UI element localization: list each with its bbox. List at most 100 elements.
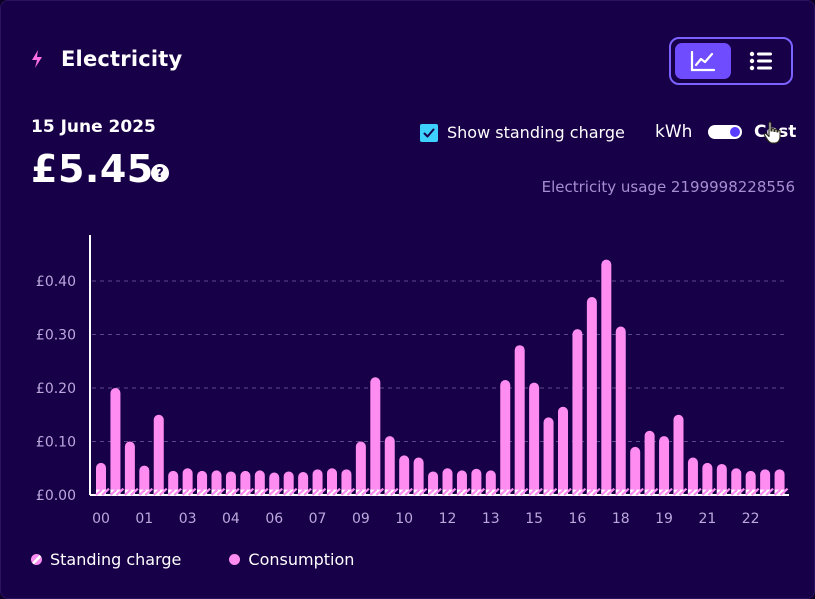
y-tick-label: £0.10 bbox=[36, 435, 76, 451]
standing-charge-hatch bbox=[643, 488, 652, 496]
standing-charge-bar bbox=[774, 489, 785, 495]
standing-charge-hatch bbox=[340, 488, 349, 496]
standing-charge-hatch bbox=[404, 487, 413, 496]
standing-charge-bar bbox=[139, 489, 150, 495]
standing-charge-hatch bbox=[586, 488, 594, 496]
consumption-bar[interactable] bbox=[96, 462, 106, 495]
standing-charge-bar bbox=[283, 489, 294, 495]
consumption-bar[interactable] bbox=[731, 468, 742, 495]
standing-charge-hatch bbox=[384, 488, 392, 496]
consumption-bar[interactable] bbox=[702, 462, 713, 495]
unit-kwh-label[interactable]: kWh bbox=[655, 122, 693, 142]
standing-charge-hatch bbox=[693, 487, 702, 496]
standing-charge-hatch bbox=[202, 487, 211, 496]
standing-charge-hatch bbox=[528, 488, 536, 496]
consumption-bar[interactable] bbox=[240, 470, 251, 495]
consumption-bar[interactable] bbox=[774, 469, 785, 495]
consumption-bar[interactable] bbox=[312, 469, 323, 495]
consumption-bar[interactable] bbox=[644, 430, 655, 495]
consumption-bar[interactable] bbox=[124, 441, 135, 496]
consumption-bar[interactable] bbox=[529, 382, 540, 495]
standing-charge-hatch bbox=[95, 488, 103, 496]
standing-charge-bar bbox=[384, 489, 395, 495]
standing-charge-bar bbox=[428, 489, 439, 495]
standing-charge-hatch bbox=[779, 487, 789, 496]
standing-charge-hatch bbox=[375, 487, 385, 496]
consumption-bar[interactable] bbox=[615, 326, 626, 495]
standing-charge-hatch bbox=[303, 487, 312, 496]
consumption-bar[interactable] bbox=[168, 470, 179, 495]
standing-charge-bar bbox=[673, 489, 684, 495]
standing-charge-bar bbox=[211, 489, 222, 495]
consumption-bar[interactable] bbox=[211, 470, 222, 495]
legend-standing-charge: Standing charge bbox=[31, 550, 181, 569]
consumption-bar[interactable] bbox=[471, 468, 482, 495]
standing-charge-hatch bbox=[427, 488, 435, 496]
y-tick-label: £0.20 bbox=[36, 381, 76, 397]
standing-charge-hatch bbox=[513, 488, 522, 496]
consumption-bar[interactable] bbox=[485, 470, 496, 495]
question-mark-icon[interactable]: ? bbox=[151, 164, 169, 182]
consumption-bar[interactable] bbox=[327, 468, 337, 495]
selected-date: 15 June 2025 bbox=[31, 117, 156, 137]
standing-charge-bar bbox=[153, 489, 164, 495]
standing-charge-checkbox[interactable] bbox=[420, 124, 438, 142]
consumption-bar[interactable] bbox=[630, 446, 641, 495]
standing-charge-bar bbox=[558, 489, 568, 495]
consumption-bar[interactable] bbox=[687, 457, 698, 495]
consumption-bar[interactable] bbox=[456, 470, 467, 495]
standing-charge-hatch bbox=[346, 487, 356, 496]
consumption-bar[interactable] bbox=[153, 414, 164, 495]
x-tick-label: 01 bbox=[135, 511, 153, 527]
consumption-bar[interactable] bbox=[586, 297, 597, 495]
consumption-bar[interactable] bbox=[572, 329, 583, 495]
consumption-bar[interactable] bbox=[601, 259, 612, 495]
standing-charge-hatch bbox=[115, 487, 125, 496]
standing-charge-hatch bbox=[765, 487, 774, 496]
consumption-bar[interactable] bbox=[716, 463, 727, 495]
standing-charge-label[interactable]: Show standing charge bbox=[447, 123, 625, 142]
total-amount: £5.45 bbox=[31, 147, 154, 191]
consumption-bar[interactable] bbox=[355, 441, 366, 496]
consumption-bar[interactable] bbox=[543, 417, 554, 495]
list-view-button[interactable] bbox=[733, 43, 789, 79]
legend-consumption: Consumption bbox=[229, 550, 354, 569]
unit-toggle-switch[interactable] bbox=[708, 125, 742, 139]
consumption-bar[interactable] bbox=[745, 470, 756, 495]
consumption-bar[interactable] bbox=[413, 457, 424, 495]
standing-charge-hatch bbox=[672, 488, 681, 496]
lightning-bolt-icon bbox=[32, 50, 42, 68]
chart-legend: Standing charge Consumption bbox=[31, 550, 402, 569]
consumption-bar[interactable] bbox=[254, 470, 265, 495]
consumption-bar[interactable] bbox=[110, 388, 121, 495]
consumption-bar[interactable] bbox=[341, 469, 352, 495]
consumption-bar[interactable] bbox=[442, 468, 453, 495]
consumption-bar[interactable] bbox=[197, 470, 208, 495]
consumption-bar[interactable] bbox=[182, 468, 193, 495]
standing-charge-hatch bbox=[196, 488, 204, 496]
x-tick-label: 21 bbox=[698, 511, 716, 527]
standing-charge-bar bbox=[687, 489, 698, 495]
standing-charge-hatch bbox=[621, 487, 630, 496]
standing-charge-bar bbox=[615, 489, 626, 495]
standing-charge-hatch bbox=[462, 487, 471, 496]
x-tick-label: 04 bbox=[222, 511, 240, 527]
consumption-bar[interactable] bbox=[500, 379, 511, 495]
consumption-bar[interactable] bbox=[659, 436, 670, 495]
consumption-bar[interactable] bbox=[399, 455, 410, 495]
standing-charge-hatch bbox=[649, 487, 659, 496]
consumption-bar[interactable] bbox=[760, 469, 771, 495]
consumption-bar[interactable] bbox=[370, 377, 381, 495]
consumption-bar[interactable] bbox=[384, 436, 395, 495]
consumption-bar[interactable] bbox=[558, 406, 568, 495]
standing-charge-hatch bbox=[369, 488, 378, 496]
chart-view-button[interactable] bbox=[675, 43, 731, 79]
standing-charge-hatch bbox=[441, 488, 450, 496]
consumption-bar[interactable] bbox=[673, 414, 684, 495]
standing-charge-bar bbox=[240, 489, 251, 495]
standing-charge-bar bbox=[572, 489, 583, 495]
standing-charge-bar bbox=[399, 489, 410, 495]
consumption-bar[interactable] bbox=[514, 345, 525, 495]
standing-charge-hatch bbox=[470, 488, 479, 496]
consumption-bar[interactable] bbox=[139, 465, 150, 495]
